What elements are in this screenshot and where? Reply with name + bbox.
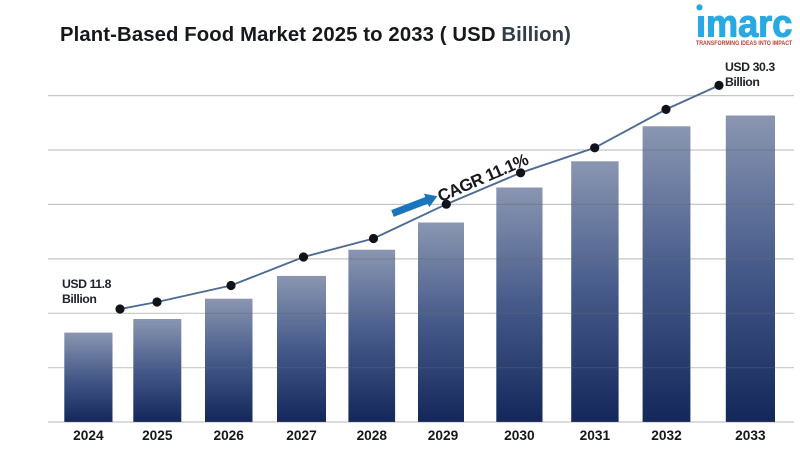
svg-text:TRANSFORMING IDEAS INTO IMPACT: TRANSFORMING IDEAS INTO IMPACT [696,40,792,47]
svg-text:ımarc: ımarc [696,3,792,45]
